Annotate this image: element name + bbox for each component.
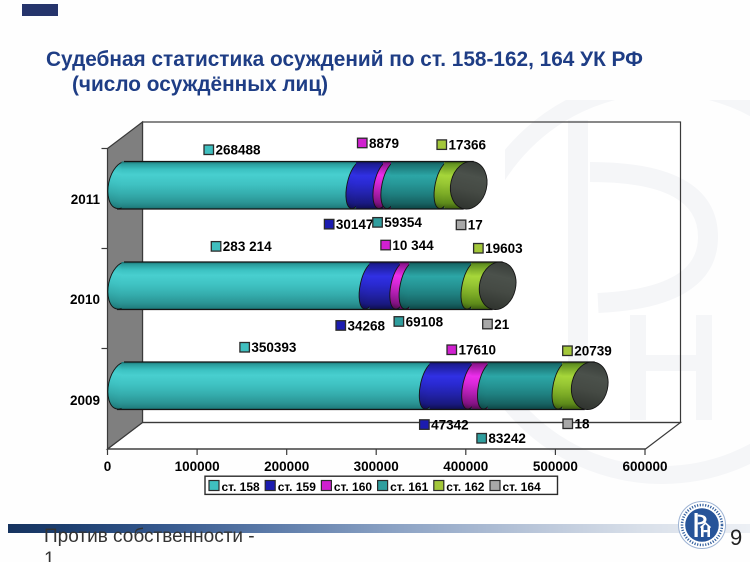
svg-text:ст. 164: ст. 164 [503,480,542,494]
svg-text:18: 18 [575,417,591,432]
svg-text:8879: 8879 [369,136,399,151]
svg-text:268488: 268488 [216,143,262,158]
svg-text:2010: 2010 [70,292,100,307]
svg-text:350393: 350393 [251,340,297,355]
svg-text:283 214: 283 214 [223,239,272,254]
svg-text:59354: 59354 [384,215,422,230]
svg-text:ст. 161: ст. 161 [390,480,429,494]
svg-text:20739: 20739 [574,344,612,359]
svg-text:2009: 2009 [70,393,100,408]
svg-text:ст. 162: ст. 162 [446,480,485,494]
svg-text:69108: 69108 [406,314,444,329]
svg-text:ст. 159: ст. 159 [278,480,317,494]
svg-text:83242: 83242 [488,431,526,446]
svg-text:17366: 17366 [449,138,487,153]
svg-text:500000: 500000 [533,459,578,474]
svg-text:ст. 160: ст. 160 [334,480,373,494]
svg-text:19603: 19603 [485,241,523,256]
svg-text:ст. 158: ст. 158 [222,480,261,494]
svg-text:17: 17 [468,218,483,233]
svg-text:17610: 17610 [459,343,497,358]
svg-text:400000: 400000 [443,459,488,474]
svg-text:200000: 200000 [264,459,309,474]
svg-text:300000: 300000 [354,459,399,474]
svg-text:10 344: 10 344 [392,238,434,253]
svg-text:21: 21 [494,317,510,332]
svg-text:0: 0 [104,459,112,474]
svg-text:100000: 100000 [175,459,220,474]
svg-text:34268: 34268 [348,318,386,333]
svg-text:47342: 47342 [431,417,469,432]
svg-text:30147: 30147 [336,217,374,232]
svg-text:2011: 2011 [71,192,101,207]
svg-text:600000: 600000 [622,459,667,474]
